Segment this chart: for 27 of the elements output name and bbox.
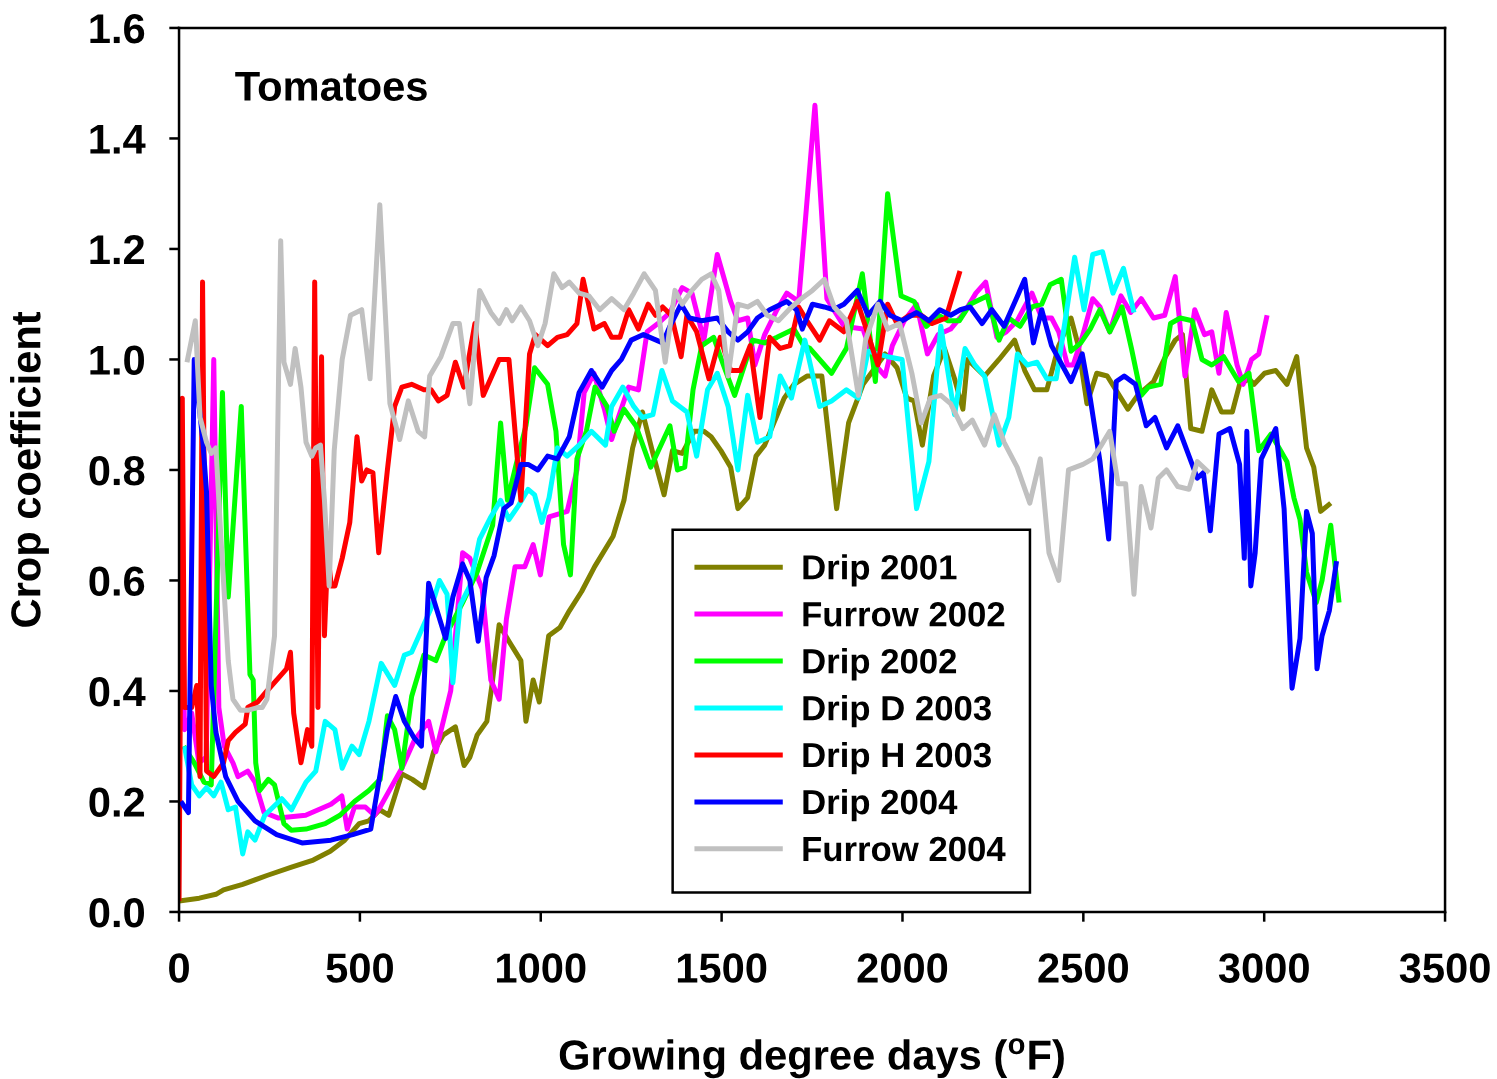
x-tick-label: 2500 [1038,953,1128,983]
legend-label: Furrow 2004 [803,836,1006,862]
y-tick-label: 0.8 [89,455,145,486]
y-tick-label: 1.4 [90,124,146,154]
y-tick-label: 0.6 [89,566,145,596]
legend-label: Drip 2002 [803,648,957,681]
legend-label: Drip D 2003 [803,695,991,728]
y-tick-label: 0.4 [89,676,146,707]
y-tick-label: 1.2 [90,234,145,265]
x-tick-label: 2000 [857,953,948,983]
x-tick-label: 500 [326,953,393,983]
y-tick-label: 0.2 [89,787,145,817]
x-axis-title: Growing degree days ($^{o}$F) [559,1038,1064,1079]
x-tick-label: 1000 [497,953,586,983]
legend-label: Furrow 2002 [803,602,1005,627]
x-tick-label: 0 [169,953,189,983]
legend-label: Drip 2004 [803,788,958,822]
x-tick-label: 1500 [677,953,767,983]
y-tick-label: 0.0 [89,897,145,928]
text: Tomatoes [235,71,427,101]
y-tick-label: 1.6 [90,13,145,44]
x-tick-label: 3000 [1218,953,1309,983]
legend-label: Drip H 2003 [803,741,991,775]
legend-label: Drip 2001 [803,554,957,587]
y-axis-title: Crop coefficient [10,311,49,627]
x-tick-label: 3500 [1399,953,1490,983]
y-tick-label: 1.0 [90,345,145,375]
